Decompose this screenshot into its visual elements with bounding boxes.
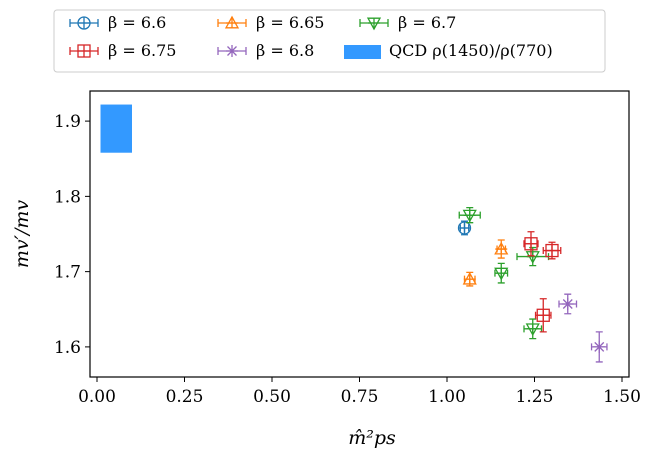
data-point <box>558 293 578 315</box>
legend-label: β = 6.75 <box>108 41 176 60</box>
y-axis: 1.6 1.7 1.8 1.9 <box>54 112 90 358</box>
series-group <box>457 220 472 236</box>
data-point <box>534 298 552 333</box>
x-tick-label: 0.00 <box>78 387 116 407</box>
data-point <box>457 220 472 236</box>
x-tick-label: 0.75 <box>341 387 379 407</box>
x-tick-label: 0.50 <box>253 387 291 407</box>
legend-marker <box>69 16 99 30</box>
legend-label: QCD ρ(1450)/ρ(770) <box>389 41 553 60</box>
data-point <box>458 207 481 224</box>
x-tick-label: 0.25 <box>166 387 204 407</box>
legend-marker <box>217 45 247 57</box>
x-tick-label: 1.00 <box>428 387 466 407</box>
y-tick-label: 1.9 <box>54 112 81 132</box>
legend-marker <box>217 15 247 29</box>
series-group <box>523 231 562 333</box>
legend-entry: β = 6.75 <box>69 41 176 60</box>
plot-content <box>100 104 608 363</box>
plot-frame <box>89 90 630 378</box>
data-point <box>523 231 539 257</box>
data-point <box>523 318 543 340</box>
legend-entry: β = 6.65 <box>217 13 324 32</box>
legend-entry: β = 6.6 <box>69 13 166 32</box>
data-point <box>462 271 477 287</box>
y-axis-label: mv′/mv <box>11 200 33 268</box>
legend-band-swatch <box>344 45 381 59</box>
y-tick-label: 1.8 <box>54 187 81 207</box>
legend-marker <box>359 17 389 31</box>
legend: β = 6.6 β = 6.65 β = 6.7 β = 6.75 β = 6.8 QCD… <box>53 9 606 73</box>
x-axis: 0.00 0.25 0.50 0.75 1.00 1.25 1.50 <box>78 377 641 407</box>
data-point <box>516 246 550 267</box>
legend-label: β = 6.6 <box>108 13 166 32</box>
data-point <box>542 241 562 260</box>
series-group <box>458 207 550 340</box>
legend-label: β = 6.7 <box>398 13 456 32</box>
x-axis-label: m̂²ps <box>348 427 396 449</box>
x-tick-label: 1.25 <box>516 387 554 407</box>
legend-entry: QCD ρ(1450)/ρ(770) <box>344 41 553 60</box>
y-tick-label: 1.7 <box>54 263 81 283</box>
legend-entry: β = 6.7 <box>359 13 456 32</box>
legend-entry: β = 6.8 <box>217 41 314 60</box>
data-point <box>590 331 608 363</box>
x-tick-label: 1.50 <box>603 387 641 407</box>
series-group <box>462 239 509 287</box>
qcd-band <box>100 104 132 153</box>
data-point <box>494 262 509 284</box>
legend-entries: β = 6.6 β = 6.65 β = 6.7 β = 6.75 β = 6.8 QCD… <box>69 13 553 60</box>
legend-frame <box>53 9 606 73</box>
legend-marker <box>69 44 99 58</box>
y-tick-label: 1.6 <box>54 338 81 358</box>
data-point <box>494 239 509 259</box>
series-group <box>558 293 608 363</box>
legend-label: β = 6.65 <box>256 13 324 32</box>
legend-label: β = 6.8 <box>256 41 314 60</box>
